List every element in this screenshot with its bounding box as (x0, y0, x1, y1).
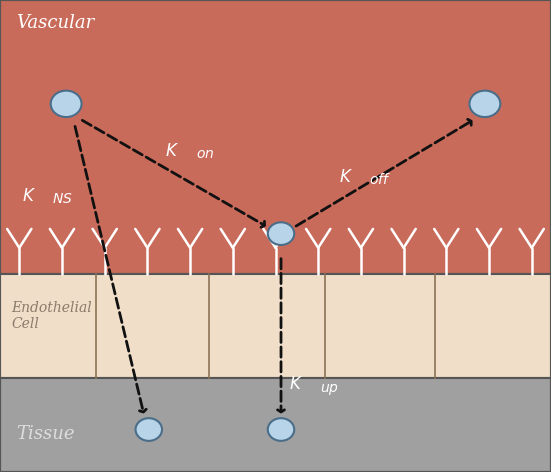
Bar (0, 378, 551, 472)
Text: $\mathit{off}$: $\mathit{off}$ (369, 172, 391, 187)
Circle shape (469, 91, 500, 117)
Text: $\mathit{on}$: $\mathit{on}$ (196, 147, 214, 161)
Bar (0, 274, 551, 378)
Text: Endothelial
Cell: Endothelial Cell (11, 301, 92, 331)
Text: $\mathit{K}$: $\mathit{K}$ (339, 169, 353, 185)
Bar (0, 0, 551, 274)
Text: $\mathit{K}$: $\mathit{K}$ (165, 143, 179, 160)
Circle shape (136, 418, 162, 441)
Circle shape (268, 418, 294, 441)
Text: $\mathit{up}$: $\mathit{up}$ (320, 382, 338, 397)
Circle shape (51, 91, 82, 117)
Text: $\mathit{K}$: $\mathit{K}$ (22, 187, 36, 204)
Text: $\mathit{NS}$: $\mathit{NS}$ (52, 192, 73, 206)
Text: Tissue: Tissue (17, 425, 75, 443)
Text: Vascular: Vascular (17, 14, 95, 32)
Circle shape (268, 222, 294, 245)
Text: $\mathit{K}$: $\mathit{K}$ (289, 376, 303, 393)
